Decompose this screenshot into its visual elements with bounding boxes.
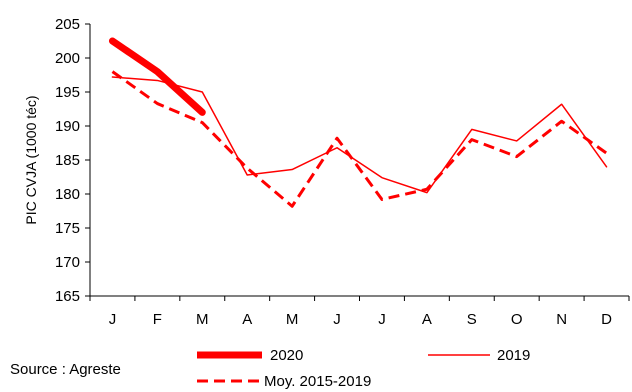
x-tick-label: D bbox=[601, 311, 612, 328]
y-tick-label: 195 bbox=[55, 84, 80, 101]
series-line-moy-2015-2019 bbox=[111, 70, 608, 208]
y-axis-title: PIC CVJA (1000 téc) bbox=[23, 95, 39, 224]
x-tick-label: N bbox=[556, 311, 567, 328]
series-line-2020 bbox=[108, 37, 206, 116]
x-tick-label: S bbox=[467, 311, 477, 328]
y-tick-label: 200 bbox=[55, 50, 80, 67]
x-tick-label: M bbox=[196, 311, 209, 328]
y-tick-label: 185 bbox=[55, 152, 80, 169]
series-layer bbox=[108, 37, 608, 208]
x-tick-label: M bbox=[286, 311, 299, 328]
series-line-2019 bbox=[111, 76, 608, 194]
y-tick-label: 205 bbox=[55, 16, 80, 33]
legend-label: 2020 bbox=[270, 347, 303, 364]
legend: 2020 2019 Moy. 2015-2019 bbox=[197, 347, 530, 390]
legend-label: 2019 bbox=[497, 347, 530, 364]
y-tick-label: 170 bbox=[55, 254, 80, 271]
source-note: Source : Agreste bbox=[10, 361, 121, 378]
x-tick-label: A bbox=[242, 311, 252, 328]
y-tick-label: 190 bbox=[55, 118, 80, 135]
x-tick-label: O bbox=[511, 311, 523, 328]
y-tick-label: 175 bbox=[55, 220, 80, 237]
x-tick-label: A bbox=[422, 311, 432, 328]
x-tick-label: J bbox=[378, 311, 386, 328]
legend-label: Moy. 2015-2019 bbox=[264, 373, 371, 390]
x-tick-label: J bbox=[109, 311, 117, 328]
y-tick-label: 165 bbox=[55, 288, 80, 305]
x-tick-label: J bbox=[333, 311, 341, 328]
axes: 165 170 175 180 185 190 195 200 205 J F M A M J J A S O N D bbox=[55, 16, 630, 328]
y-tick-label: 180 bbox=[55, 186, 80, 203]
x-tick-label: F bbox=[153, 311, 162, 328]
